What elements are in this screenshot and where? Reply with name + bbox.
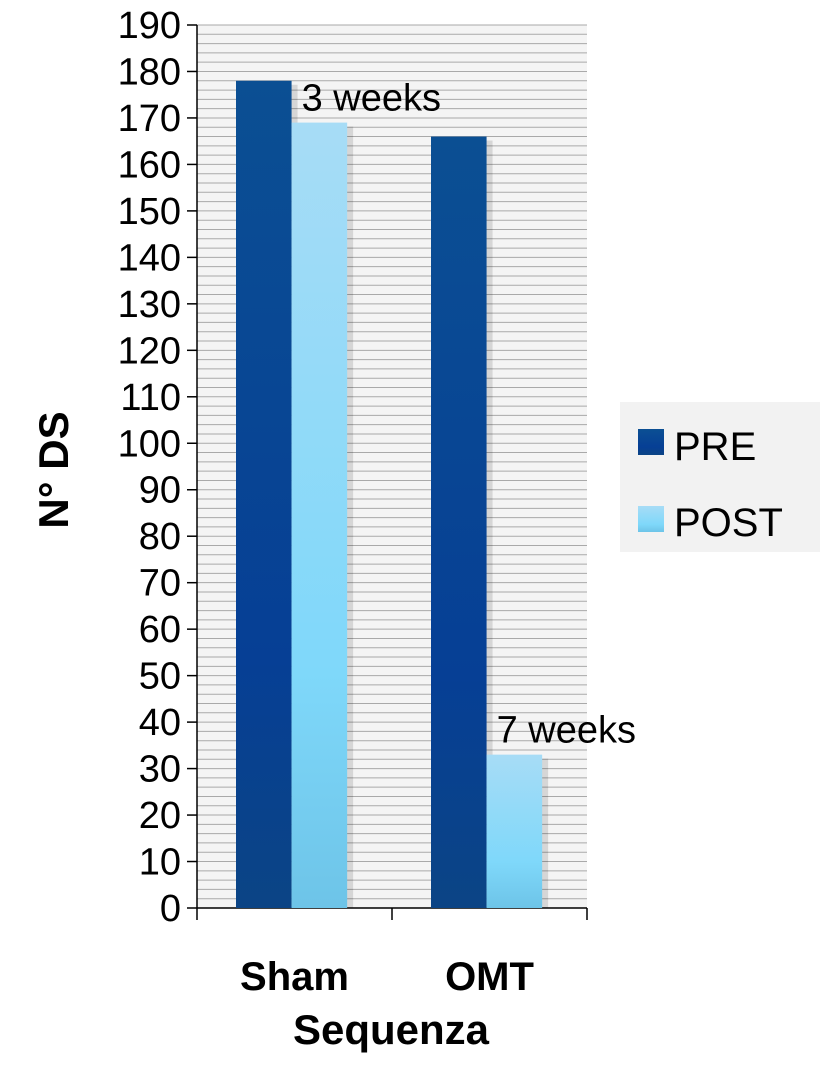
x-axis-title: Sequenza (293, 1006, 490, 1053)
y-tick-label: 40 (139, 702, 181, 744)
y-tick-label: 50 (139, 656, 181, 698)
bars (236, 80, 549, 909)
y-tick-label: 80 (139, 516, 181, 558)
y-tick-label: 120 (118, 330, 181, 372)
x-category-label: OMT (445, 955, 534, 999)
y-tick-label: 190 (118, 5, 181, 47)
y-tick-label: 150 (118, 191, 181, 233)
y-tick-label: 60 (139, 609, 181, 651)
x-category-label: Sham (240, 955, 349, 999)
legend-label-pre: PRE (674, 425, 756, 469)
y-tick-label: 90 (139, 470, 181, 512)
y-tick-label: 180 (118, 51, 181, 93)
y-tick-label: 100 (118, 423, 181, 465)
legend: PRE POST (620, 402, 820, 552)
y-tick-label: 140 (118, 237, 181, 279)
legend-swatch-pre (638, 429, 664, 455)
annotations: 3 weeks 7 weeks (302, 78, 636, 752)
y-tick-label: 70 (139, 563, 181, 605)
y-axis-title: N° DS (30, 411, 77, 528)
y-tick-label: 20 (139, 795, 181, 837)
y-tick-label: 160 (118, 144, 181, 186)
annotation-label: 7 weeks (497, 710, 636, 752)
y-tick-label: 0 (160, 888, 181, 930)
y-tick-label: 110 (120, 377, 181, 419)
legend-swatch-post (638, 506, 664, 532)
annotation-label: 3 weeks (302, 78, 441, 120)
bar-post-sham (291, 122, 348, 909)
bar-pre-omt (431, 136, 487, 908)
y-tick-label: 130 (118, 284, 181, 326)
y-tick-label: 10 (139, 842, 181, 884)
legend-label-post: POST (674, 501, 783, 545)
bar-post-omt (486, 754, 543, 908)
x-axis: Sham OMT (196, 907, 588, 999)
bar-pre-sham (236, 80, 292, 908)
y-tick-label: 170 (118, 98, 181, 140)
y-tick-label: 30 (139, 749, 181, 791)
